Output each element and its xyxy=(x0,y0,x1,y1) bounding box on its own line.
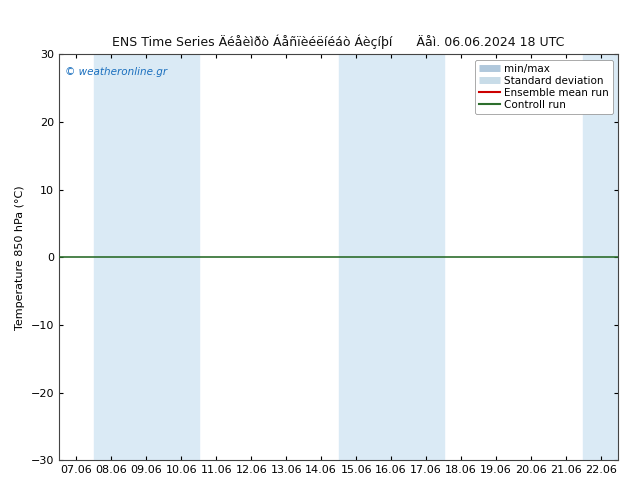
Y-axis label: Temperature 850 hPa (°C): Temperature 850 hPa (°C) xyxy=(15,185,25,330)
Bar xyxy=(339,54,444,460)
Text: © weatheronline.gr: © weatheronline.gr xyxy=(65,67,167,76)
Title: ENS Time Series Äéåèìðò Áåñïèéëíéáò Áèçíþí      Äåì. 06.06.2024 18 UTC: ENS Time Series Äéåèìðò Áåñïèéëíéáò Áèçí… xyxy=(112,35,565,49)
Bar xyxy=(94,54,199,460)
Bar xyxy=(583,54,634,460)
Legend: min/max, Standard deviation, Ensemble mean run, Controll run: min/max, Standard deviation, Ensemble me… xyxy=(475,60,613,114)
